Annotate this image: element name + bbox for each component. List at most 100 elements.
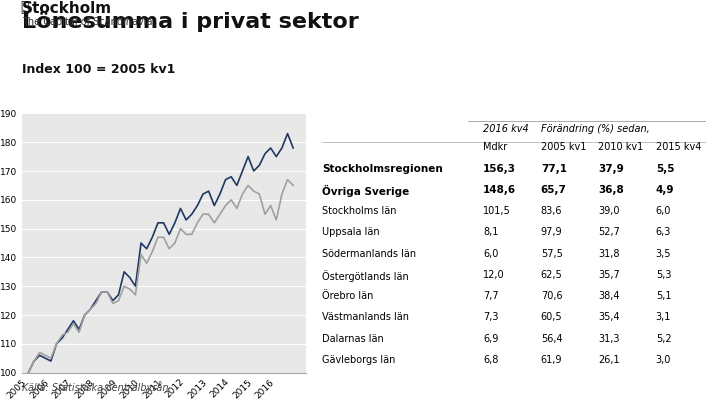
Övriga Sverige (86, 307, 94, 312)
Text: 148,6: 148,6 (483, 185, 516, 195)
Stockholmsregionen (114, 292, 123, 297)
Text: 37,9: 37,9 (598, 164, 624, 174)
Stockholmsregionen (210, 203, 219, 208)
Stockholmsregionen (261, 151, 269, 156)
Övriga Sverige (215, 212, 224, 217)
Text: Stockholm: Stockholm (22, 1, 112, 16)
Stockholmsregionen (215, 192, 224, 196)
Stockholmsregionen (171, 220, 179, 225)
Text: 5,5: 5,5 (656, 164, 674, 174)
Övriga Sverige (165, 246, 174, 251)
Text: 7,3: 7,3 (483, 313, 499, 322)
Text: 8,1: 8,1 (483, 228, 499, 237)
Stockholmsregionen (131, 284, 140, 289)
Text: 83,6: 83,6 (541, 206, 562, 216)
Text: 36,8: 36,8 (598, 185, 624, 195)
Text: 156,3: 156,3 (483, 164, 516, 174)
Text: 2005 kv1: 2005 kv1 (541, 143, 586, 152)
Övriga Sverige (97, 290, 106, 294)
Stockholmsregionen (58, 336, 66, 341)
Stockholmsregionen (53, 341, 61, 346)
Stockholmsregionen (238, 168, 247, 173)
Text: 97,9: 97,9 (541, 228, 562, 237)
Övriga Sverige (187, 232, 196, 237)
Stockholmsregionen (283, 131, 292, 136)
Text: 52,7: 52,7 (598, 228, 620, 237)
Text: Förändring (%) sedan,: Förändring (%) sedan, (541, 124, 649, 134)
Stockholmsregionen (249, 168, 258, 173)
Stockholmsregionen (233, 183, 241, 188)
Text: Västmanlands län: Västmanlands län (323, 313, 409, 322)
Stockholmsregionen (289, 145, 297, 150)
Stockholmsregionen (86, 307, 94, 312)
Övriga Sverige (210, 220, 219, 225)
Stockholmsregionen (81, 313, 89, 318)
Text: 101,5: 101,5 (483, 206, 511, 216)
Text: 65,7: 65,7 (541, 185, 567, 195)
Stockholmsregionen (137, 241, 145, 245)
Övriga Sverige (227, 197, 235, 202)
Stockholmsregionen (181, 217, 190, 222)
Stockholmsregionen (244, 154, 253, 159)
Övriga Sverige (69, 321, 78, 326)
Stockholmsregionen (69, 318, 78, 323)
Text: 39,0: 39,0 (598, 206, 620, 216)
Stockholmsregionen (120, 269, 128, 274)
Text: 26,1: 26,1 (598, 355, 620, 365)
Text: 3,1: 3,1 (656, 313, 671, 322)
Övriga Sverige (193, 220, 202, 225)
Övriga Sverige (114, 298, 123, 303)
Stockholmsregionen (255, 163, 264, 168)
Text: 57,5: 57,5 (541, 249, 562, 259)
Stockholmsregionen (193, 203, 202, 208)
Övriga Sverige (75, 330, 84, 335)
Text: 12,0: 12,0 (483, 270, 505, 280)
Övriga Sverige (131, 292, 140, 297)
Övriga Sverige (120, 284, 128, 289)
Övriga Sverige (35, 350, 44, 355)
Text: 31,8: 31,8 (598, 249, 620, 259)
Övriga Sverige (249, 189, 258, 194)
Stockholmsregionen (125, 275, 134, 280)
Text: 6,0: 6,0 (483, 249, 499, 259)
Text: 6,3: 6,3 (656, 228, 671, 237)
Text: 5,2: 5,2 (656, 334, 671, 344)
Övriga Sverige (30, 359, 38, 364)
Övriga Sverige (199, 212, 207, 217)
Övriga Sverige (41, 353, 50, 358)
Stockholmsregionen (278, 145, 287, 150)
Övriga Sverige (171, 241, 179, 245)
Stockholmsregionen (199, 192, 207, 196)
Text: Index 100 = 2005 kv1: Index 100 = 2005 kv1 (22, 63, 175, 76)
Stockholmsregionen (35, 353, 44, 358)
Stockholmsregionen (75, 327, 84, 332)
Stockholmsregionen (159, 220, 168, 225)
Övriga Sverige (238, 192, 247, 196)
Stockholmsregionen (103, 290, 112, 294)
Line: Stockholmsregionen: Stockholmsregionen (28, 134, 293, 373)
Stockholmsregionen (165, 232, 174, 237)
Text: The Capital of Scandinavia: The Capital of Scandinavia (22, 17, 152, 27)
Övriga Sverige (47, 356, 55, 360)
Text: Uppsala län: Uppsala län (323, 228, 380, 237)
Text: Stockholmsregionen: Stockholmsregionen (323, 164, 443, 174)
Stockholmsregionen (204, 189, 213, 194)
Stockholmsregionen (176, 206, 185, 211)
Text: Stockholms län: Stockholms län (323, 206, 397, 216)
Line: Övriga Sverige: Övriga Sverige (28, 180, 293, 373)
Text: Lönesumma i privat sektor: Lönesumma i privat sektor (22, 12, 359, 32)
Övriga Sverige (255, 192, 264, 196)
Övriga Sverige (137, 252, 145, 257)
Text: 70,6: 70,6 (541, 291, 562, 301)
Övriga Sverige (181, 232, 190, 237)
Text: 4,9: 4,9 (656, 185, 674, 195)
Övriga Sverige (109, 301, 117, 306)
Text: 6,8: 6,8 (483, 355, 499, 365)
Text: Örebro län: Örebro län (323, 291, 374, 301)
Text: 2010 kv1: 2010 kv1 (598, 143, 644, 152)
Övriga Sverige (261, 212, 269, 217)
Text: ᗑ: ᗑ (20, 0, 29, 14)
Övriga Sverige (91, 301, 100, 306)
Övriga Sverige (244, 183, 253, 188)
Stockholmsregionen (63, 327, 72, 332)
